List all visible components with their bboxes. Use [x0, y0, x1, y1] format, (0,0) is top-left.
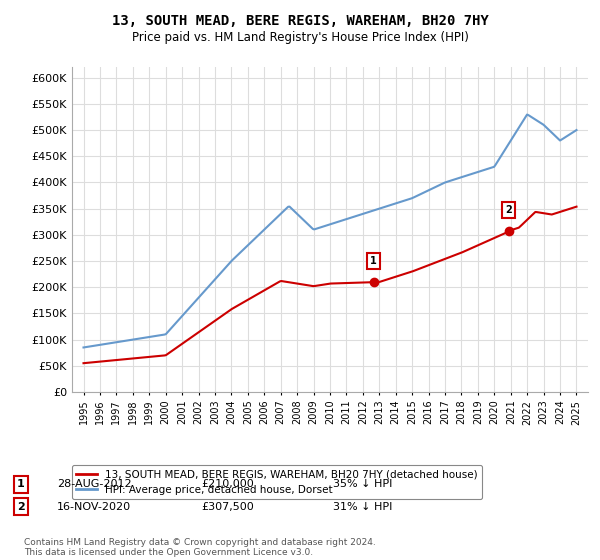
Text: £307,500: £307,500	[201, 502, 254, 512]
Text: 1: 1	[17, 479, 25, 489]
Text: 16-NOV-2020: 16-NOV-2020	[57, 502, 131, 512]
Text: 1: 1	[370, 256, 377, 266]
Text: 28-AUG-2012: 28-AUG-2012	[57, 479, 131, 489]
Text: 2: 2	[17, 502, 25, 512]
Text: £210,000: £210,000	[201, 479, 254, 489]
Text: Contains HM Land Registry data © Crown copyright and database right 2024.
This d: Contains HM Land Registry data © Crown c…	[24, 538, 376, 557]
Text: 2: 2	[505, 205, 512, 215]
Text: 31% ↓ HPI: 31% ↓ HPI	[333, 502, 392, 512]
Legend: 13, SOUTH MEAD, BERE REGIS, WAREHAM, BH20 7HY (detached house), HPI: Average pri: 13, SOUTH MEAD, BERE REGIS, WAREHAM, BH2…	[72, 465, 482, 499]
Text: 35% ↓ HPI: 35% ↓ HPI	[333, 479, 392, 489]
Text: Price paid vs. HM Land Registry's House Price Index (HPI): Price paid vs. HM Land Registry's House …	[131, 31, 469, 44]
Text: 13, SOUTH MEAD, BERE REGIS, WAREHAM, BH20 7HY: 13, SOUTH MEAD, BERE REGIS, WAREHAM, BH2…	[112, 14, 488, 28]
